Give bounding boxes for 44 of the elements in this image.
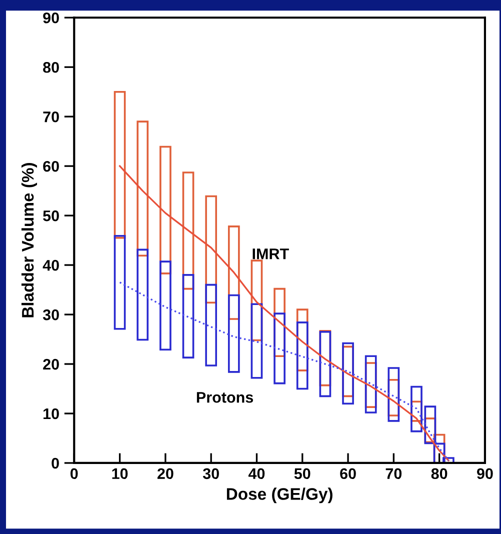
bar <box>182 172 194 290</box>
bar <box>182 274 194 358</box>
bar <box>342 342 354 404</box>
bar <box>410 386 422 432</box>
x-tick-label: 0 <box>70 468 78 480</box>
x-tick-label: 50 <box>294 468 310 480</box>
x-axis-title: Dose (GE/Gy) <box>226 488 332 504</box>
y-tick-label: 30 <box>42 309 59 320</box>
bar <box>160 146 172 274</box>
x-tick-label: 10 <box>112 468 128 480</box>
series-label: Protons <box>196 392 254 403</box>
y-tick-label: 80 <box>43 62 59 73</box>
series-label: IMRT <box>252 248 289 260</box>
bar <box>205 284 218 366</box>
y-tick-label: 20 <box>43 358 59 370</box>
y-tick-label: 40 <box>42 260 59 271</box>
bar <box>274 312 286 384</box>
bar <box>296 322 308 390</box>
line-series <box>118 282 450 462</box>
y-tick-label: 90 <box>43 12 59 24</box>
bar <box>136 120 149 257</box>
x-tick-label: 40 <box>248 468 265 480</box>
bar <box>388 367 400 422</box>
x-tick-label: 90 <box>477 468 493 480</box>
bar <box>319 330 332 398</box>
bar <box>228 294 240 373</box>
x-tick-label: 60 <box>340 468 356 480</box>
bar <box>364 355 377 414</box>
bar <box>114 234 126 330</box>
line-series <box>118 165 450 462</box>
y-tick-label: 70 <box>43 111 59 122</box>
x-tick-label: 30 <box>202 468 219 480</box>
y-tick-label: 10 <box>44 408 59 420</box>
bar <box>250 303 263 379</box>
bar <box>160 260 172 351</box>
y-tick-label: 60 <box>43 160 59 172</box>
y-tick-label: 0 <box>52 458 59 469</box>
x-tick-label: 80 <box>431 468 448 480</box>
x-tick-label: 70 <box>386 468 402 480</box>
x-tick-label: 20 <box>157 468 174 480</box>
bar <box>136 248 149 341</box>
bar <box>114 90 126 239</box>
y-tick-label: 50 <box>43 210 59 222</box>
y-axis-title: Bladder Volume (%) <box>21 163 38 318</box>
